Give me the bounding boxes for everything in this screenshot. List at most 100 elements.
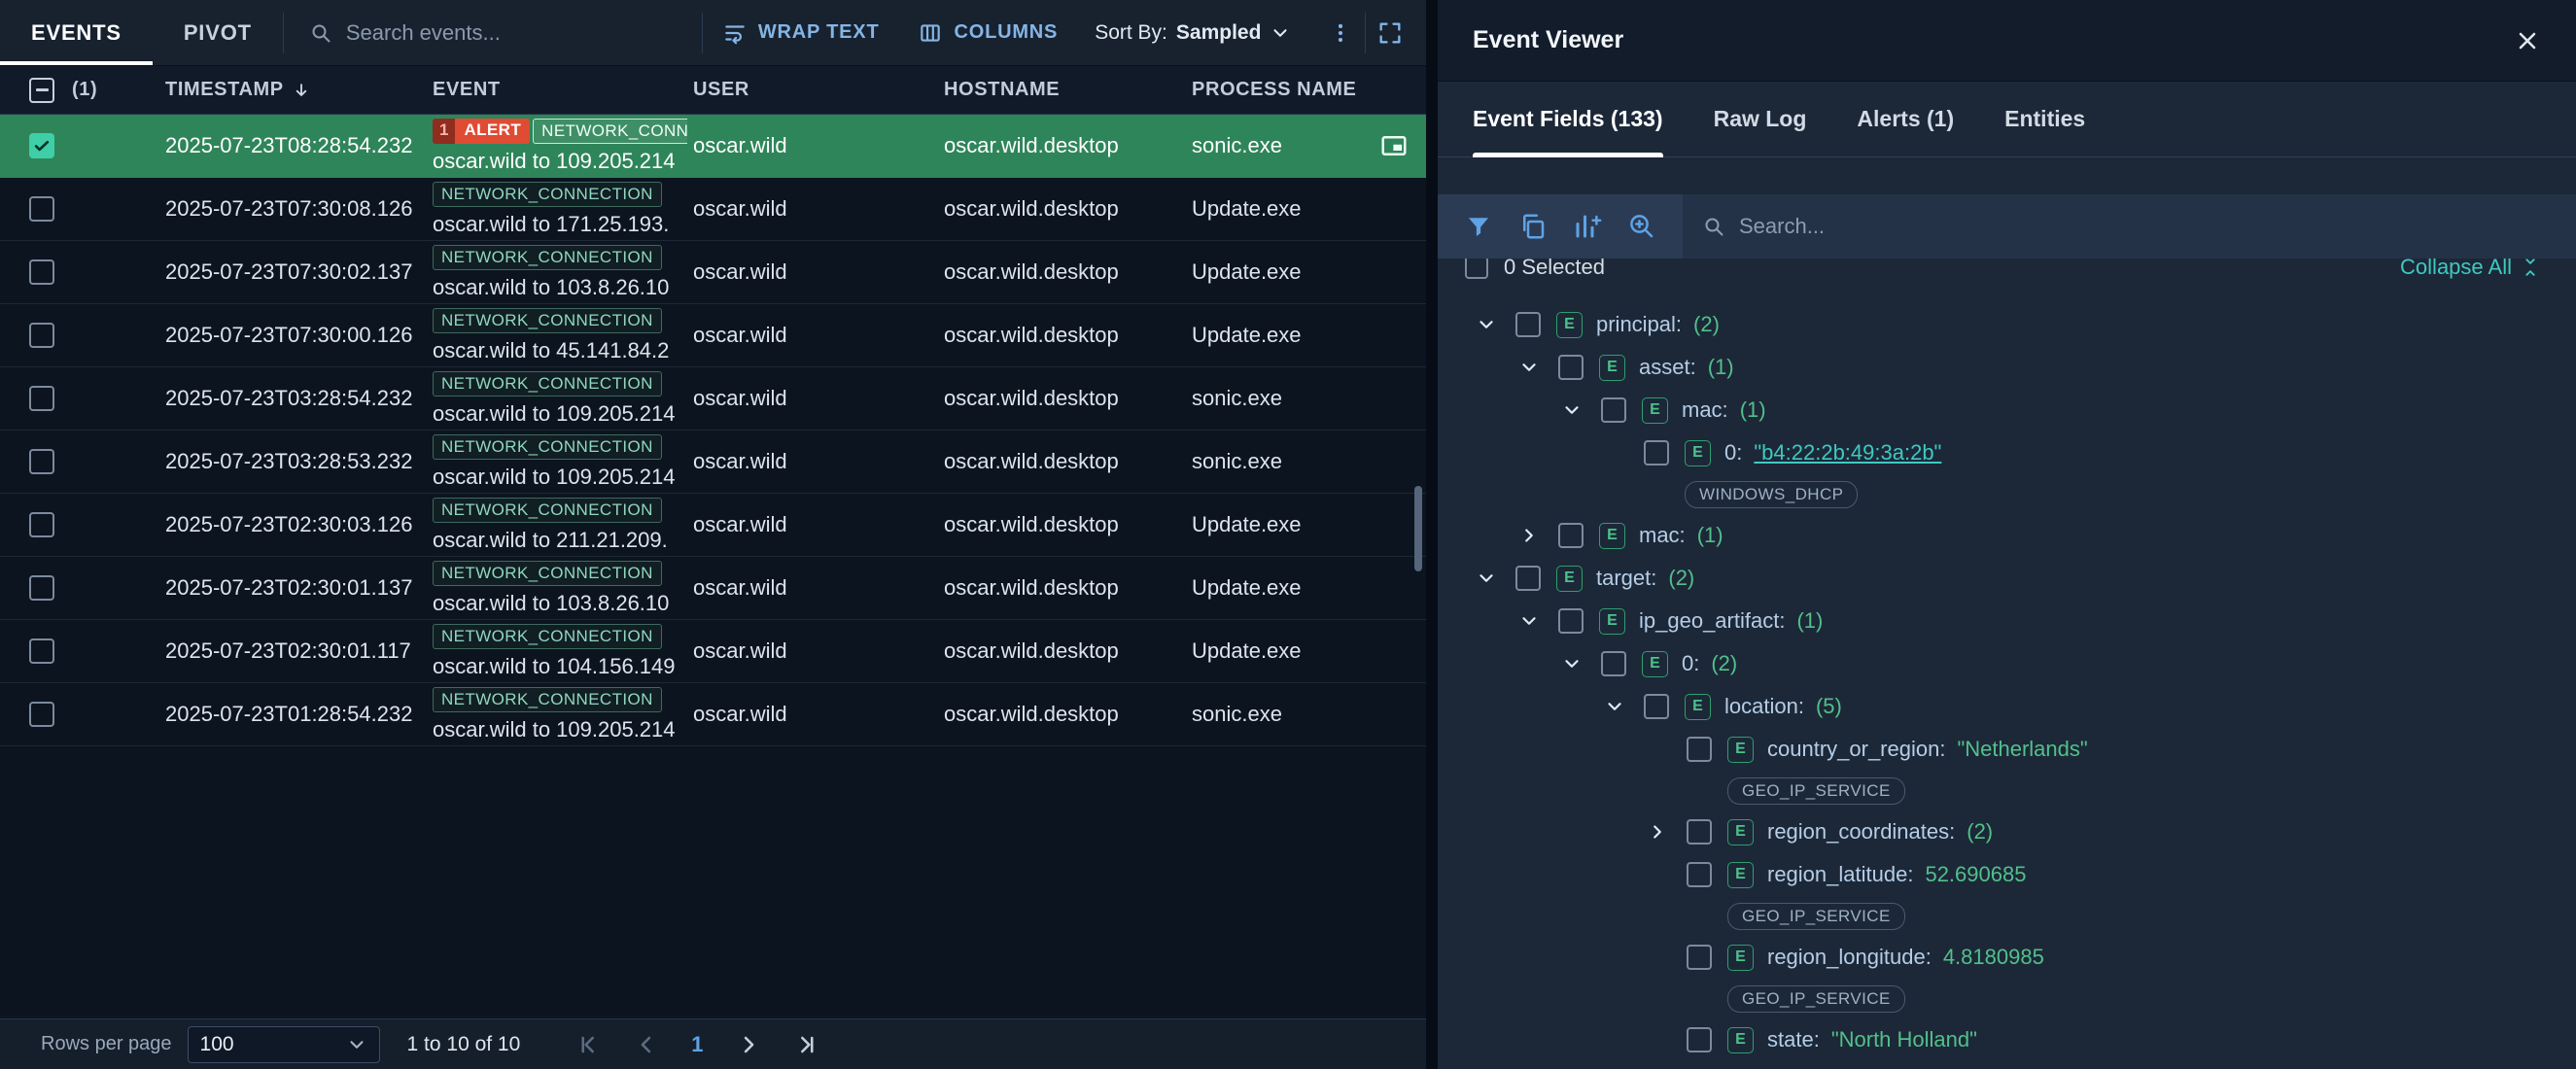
table-row[interactable]: 2025-07-23T07:30:08.126 NETWORK_CONNECTIO… <box>0 178 1426 241</box>
tab-entities[interactable]: Entities <box>2004 106 2086 131</box>
row-checkbox[interactable] <box>29 575 54 601</box>
table-scrollbar[interactable] <box>1412 115 1424 1018</box>
event-type-badge[interactable]: NETWORK_CONNECTION <box>433 686 662 712</box>
field-checkbox[interactable] <box>1687 945 1712 970</box>
expand-node-icon[interactable] <box>1636 810 1679 853</box>
row-checkbox[interactable] <box>29 638 54 664</box>
event-type-badge[interactable]: NETWORK_CONNECTION <box>433 244 662 270</box>
collapse-node-icon[interactable] <box>1508 346 1550 389</box>
row-checkbox[interactable] <box>29 512 54 537</box>
table-row[interactable]: 2025-07-23T08:28:54.232 1 ALERT NETWORK_CON… <box>0 115 1426 178</box>
tab-event-fields-133-[interactable]: Event Fields (133) <box>1473 82 1663 157</box>
event-type-badge[interactable]: NETWORK_CONNECTION <box>533 118 687 144</box>
collapse-node-icon[interactable] <box>1550 642 1593 685</box>
current-page[interactable]: 1 <box>691 1031 704 1056</box>
table-row[interactable]: 2025-07-23T03:28:54.232 NETWORK_CONNECTIO… <box>0 367 1426 431</box>
row-checkbox[interactable] <box>29 323 54 348</box>
last-page-button[interactable] <box>793 1031 820 1058</box>
field-checkbox[interactable] <box>1687 1027 1712 1052</box>
column-header-timestamp[interactable]: TIMESTAMP <box>165 66 433 114</box>
field-checkbox[interactable] <box>1558 523 1584 548</box>
field-checkbox[interactable] <box>1515 566 1541 591</box>
field-checkbox[interactable] <box>1558 608 1584 634</box>
field-checkbox[interactable] <box>1644 694 1669 719</box>
field-checkbox[interactable] <box>1558 355 1584 380</box>
fields-search[interactable] <box>1683 194 2576 259</box>
expand-node-icon[interactable] <box>1508 514 1550 557</box>
event-type-badge[interactable]: NETWORK_CONNECTION <box>433 181 662 207</box>
row-checkbox[interactable] <box>29 196 54 222</box>
collapse-node-icon[interactable] <box>1508 600 1550 642</box>
collapse-node-icon[interactable] <box>1465 303 1508 346</box>
event-type-badge[interactable]: NETWORK_CONNECTION <box>433 433 662 460</box>
row-checkbox[interactable] <box>29 133 54 158</box>
wrap-text-button[interactable]: WRAP TEXT <box>703 0 899 65</box>
row-checkbox[interactable] <box>29 259 54 285</box>
add-chart-button[interactable] <box>1560 199 1615 254</box>
next-page-button[interactable] <box>735 1031 762 1058</box>
fields-search-input[interactable] <box>1739 214 2557 239</box>
table-row[interactable]: 2025-07-23T02:30:01.117 NETWORK_CONNECTIO… <box>0 620 1426 683</box>
prev-page-button[interactable] <box>633 1031 660 1058</box>
events-search-input[interactable] <box>345 19 677 46</box>
table-row[interactable]: 2025-07-23T02:30:03.126 NETWORK_CONNECTIO… <box>0 494 1426 557</box>
collapse-node-icon[interactable] <box>1465 557 1508 600</box>
column-header-user[interactable]: USER <box>693 79 749 100</box>
event-type-badge[interactable]: NETWORK_CONNECTION <box>433 560 662 586</box>
event-type-badge[interactable]: NETWORK_CONNECTION <box>433 307 662 333</box>
field-checkbox[interactable] <box>1687 819 1712 845</box>
table-row[interactable]: 2025-07-23T07:30:02.137 NETWORK_CONNECTIO… <box>0 241 1426 304</box>
row-checkbox[interactable] <box>29 702 54 727</box>
select-all-fields-checkbox[interactable] <box>1465 259 1488 279</box>
column-header-event[interactable]: EVENT <box>433 79 501 100</box>
tab-alerts-1-[interactable]: Alerts (1) <box>1857 106 1955 131</box>
scrollbar-thumb[interactable] <box>1414 486 1422 571</box>
table-row[interactable]: 2025-07-23T03:28:53.232 NETWORK_CONNECTIO… <box>0 431 1426 494</box>
tab-raw-log[interactable]: Raw Log <box>1713 106 1807 131</box>
tab-pivot[interactable]: PIVOT <box>183 19 252 45</box>
open-event-button[interactable] <box>1379 131 1409 160</box>
tree-row[interactable]: E 0: "b4:22:2b:49:3a:2b" <box>1438 431 2576 474</box>
row-checkbox[interactable] <box>29 449 54 474</box>
column-header-hostname[interactable]: HOSTNAME <box>944 79 1061 100</box>
rows-per-page-select[interactable]: 100 <box>187 1025 380 1063</box>
select-all-checkbox[interactable] <box>29 77 54 103</box>
field-checkbox[interactable] <box>1515 312 1541 337</box>
collapse-node-icon[interactable] <box>1593 685 1636 728</box>
first-page-button[interactable] <box>574 1031 602 1058</box>
field-checkbox[interactable] <box>1601 651 1626 676</box>
field-checkbox[interactable] <box>1687 862 1712 887</box>
field-checkbox[interactable] <box>1687 737 1712 762</box>
sort-by-dropdown[interactable]: Sort By: Sampled <box>1077 21 1308 45</box>
alert-badge[interactable]: 1 ALERT <box>433 118 531 144</box>
filter-button[interactable] <box>1451 199 1506 254</box>
tab-events[interactable]: EVENTS <box>0 0 153 65</box>
field-checkbox[interactable] <box>1601 397 1626 423</box>
close-button[interactable] <box>2514 27 2541 54</box>
udm-search-button[interactable] <box>1615 199 1669 254</box>
table-row[interactable]: 2025-07-23T01:28:54.232 NETWORK_CONNECTIO… <box>0 683 1426 746</box>
events-search[interactable] <box>284 0 702 65</box>
table-row[interactable]: 2025-07-23T02:30:01.137 NETWORK_CONNECTIO… <box>0 557 1426 620</box>
columns-button[interactable]: COLUMNS <box>898 0 1077 65</box>
table-row[interactable]: 2025-07-23T07:30:00.126 NETWORK_CONNECTIO… <box>0 304 1426 367</box>
field-checkbox[interactable] <box>1644 440 1669 466</box>
more-options-button[interactable] <box>1316 0 1365 65</box>
copy-fields-button[interactable] <box>1506 199 1560 254</box>
column-header-process-name[interactable]: PROCESS NAME <box>1192 79 1357 100</box>
tree-row[interactable]: E 0: (2) <box>1438 642 2576 685</box>
collapse-all-link[interactable]: Collapse All <box>2400 259 2541 280</box>
expand-panel-button[interactable] <box>1366 0 1414 65</box>
